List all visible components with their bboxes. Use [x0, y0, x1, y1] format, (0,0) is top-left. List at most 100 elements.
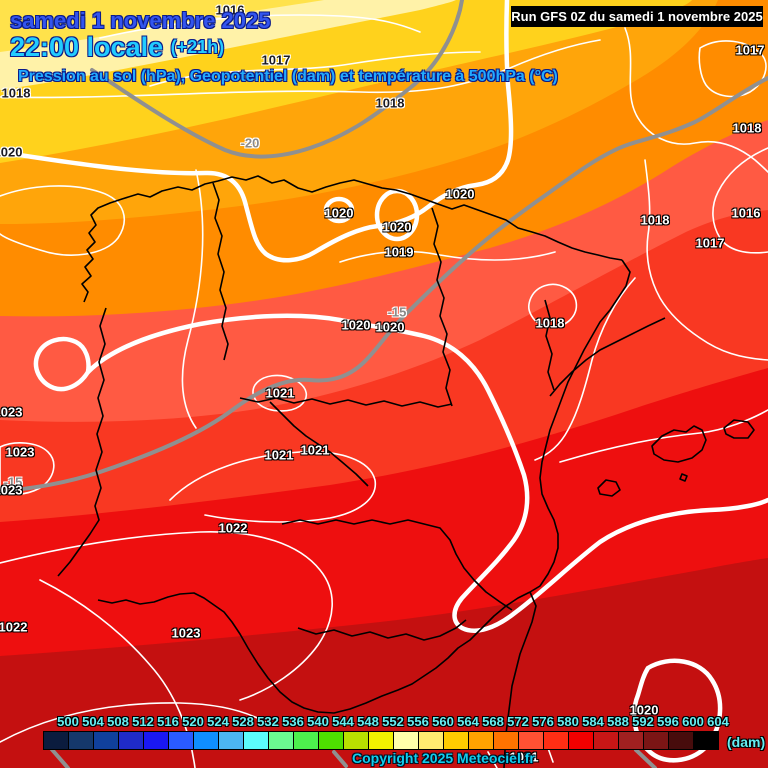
isobar-label: 1020 — [375, 319, 405, 335]
colorbar-box — [668, 731, 694, 750]
copyright-text: Copyright 2025 Meteociel.fr — [352, 750, 535, 766]
time-title: 22:00 locale (+21h) — [10, 32, 224, 63]
colorbar-value: 544 — [332, 714, 354, 729]
isobar-label: 1017 — [261, 52, 291, 68]
isobar-label: 1021 — [265, 385, 295, 401]
colorbar-value: 592 — [632, 714, 654, 729]
colorbar-box — [643, 731, 669, 750]
geopotential-colorbar: 500 504 508 512 516 520 524 528 532 536 540 544 548 5… — [43, 714, 729, 750]
isotherm-label: -15 — [387, 304, 407, 320]
colorbar-box — [518, 731, 544, 750]
isobar-label: 1021 — [509, 749, 539, 765]
isobar-label: 1017 — [735, 42, 765, 58]
isobar-label: 1020 — [341, 317, 371, 333]
colorbar-value: 568 — [482, 714, 504, 729]
colorbar-value: 548 — [357, 714, 379, 729]
isobar-label: 1018 — [375, 95, 405, 111]
isobar-label: 1020 — [445, 186, 475, 202]
colorbar-box — [418, 731, 444, 750]
isotherm-label: -20 — [240, 135, 260, 151]
isobar-label: 1020 — [324, 205, 354, 221]
colorbar-box — [118, 731, 144, 750]
isobar-label: 1023 — [171, 625, 201, 641]
colorbar-value: 540 — [307, 714, 329, 729]
colorbar-box — [343, 731, 369, 750]
isotherm-label: -15 — [3, 474, 23, 490]
colorbar-box — [493, 731, 519, 750]
colorbar-box — [318, 731, 344, 750]
isobar-thin-lines — [0, 14, 768, 768]
colorbar-value: 564 — [457, 714, 479, 729]
isobar-label: 1023 — [0, 482, 23, 498]
geography-borders — [57, 175, 755, 768]
colorbar-value: 600 — [682, 714, 704, 729]
isobar-label: 1016 — [215, 2, 245, 18]
isobar-label: 1023 — [0, 404, 23, 420]
isobar-label: 1018 — [640, 212, 670, 228]
colorbar-box — [43, 731, 69, 750]
isobar-label: 1022 — [218, 520, 248, 536]
local-time: 22:00 locale — [10, 32, 164, 62]
colorbar-value: 508 — [107, 714, 129, 729]
colorbar-box — [293, 731, 319, 750]
isobar-label: 1020 — [0, 144, 23, 160]
colorbar-value: 528 — [232, 714, 254, 729]
colorbar-box — [468, 731, 494, 750]
colorbar-value: 580 — [557, 714, 579, 729]
colorbar-box — [443, 731, 469, 750]
isobar-label: 1020 — [629, 702, 659, 718]
colorbar-value: 520 — [182, 714, 204, 729]
colorbar-box — [568, 731, 594, 750]
colorbar-box — [393, 731, 419, 750]
colorbar-box — [168, 731, 194, 750]
map-subtitle: Pression au sol (hPa), Geopotentiel (dam… — [18, 68, 558, 85]
colorbar-box — [368, 731, 394, 750]
colorbar-unit: (dam) — [727, 734, 766, 750]
isobar-label: 1019 — [384, 244, 414, 260]
forecast-offset: (+21h) — [170, 37, 225, 57]
colorbar-value: 588 — [607, 714, 629, 729]
colorbar-box — [193, 731, 219, 750]
colorbar-box — [593, 731, 619, 750]
colorbar-box — [218, 731, 244, 750]
colorbar-box — [68, 731, 94, 750]
colorbar-value: 556 — [407, 714, 429, 729]
colorbar-value: 572 — [507, 714, 529, 729]
colorbar-value: 584 — [582, 714, 604, 729]
colorbar-box — [93, 731, 119, 750]
colorbar-value: 512 — [132, 714, 154, 729]
colorbar-box — [618, 731, 644, 750]
colorbar-box — [693, 731, 719, 750]
colorbar-value: 552 — [382, 714, 404, 729]
isobar-label: 1023 — [5, 444, 35, 460]
isobar-label: 1022 — [0, 619, 28, 635]
colorbar-value: 596 — [657, 714, 679, 729]
isobar-label: 1017 — [695, 235, 725, 251]
isobar-label: 1018 — [1, 85, 31, 101]
colorbar-value: 604 — [707, 714, 729, 729]
isobar-label: 1016 — [731, 205, 761, 221]
colorbar-box — [143, 731, 169, 750]
isobar-label: 1021 — [264, 447, 294, 463]
isobar-label: 1021 — [300, 442, 330, 458]
colorbar-box — [268, 731, 294, 750]
colorbar-value: 500 — [57, 714, 79, 729]
colorbar-value: 576 — [532, 714, 554, 729]
colorbar-value: 532 — [257, 714, 279, 729]
colorbar-value: 516 — [157, 714, 179, 729]
run-info-box: Run GFS 0Z du samedi 1 novembre 2025 — [511, 6, 763, 27]
isobar-label: 1018 — [535, 315, 565, 331]
colorbar-value: 524 — [207, 714, 229, 729]
colorbar-value: 504 — [82, 714, 104, 729]
isobar-label: 1020 — [382, 219, 412, 235]
colorbar-value: 536 — [282, 714, 304, 729]
date-title: samedi 1 novembre 2025 — [10, 8, 271, 33]
colorbar-box — [243, 731, 269, 750]
colorbar-value: 560 — [432, 714, 454, 729]
isobar-label: 1018 — [732, 120, 762, 136]
colorbar-box — [543, 731, 569, 750]
